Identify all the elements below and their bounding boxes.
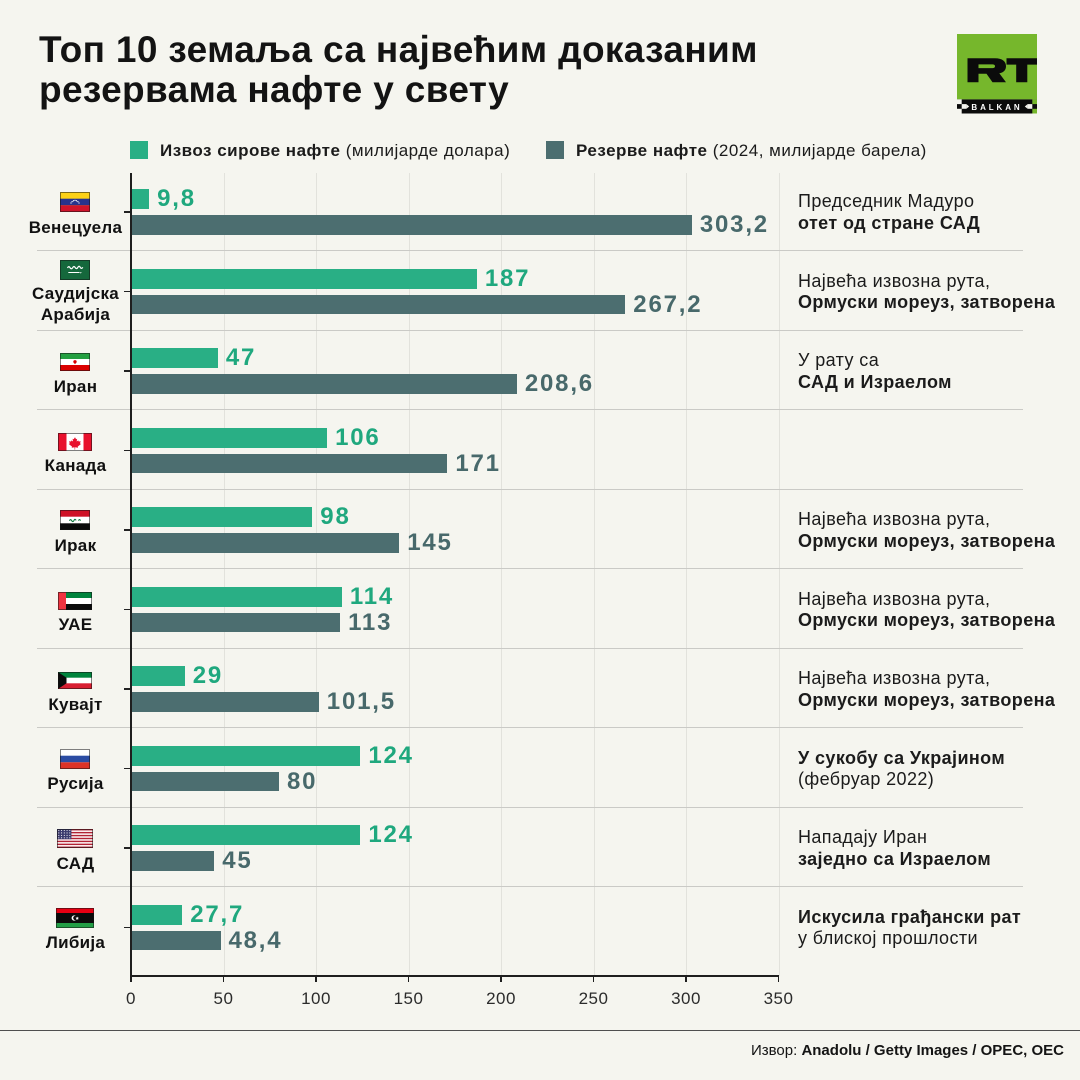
svg-text:BALKAN: BALKAN: [971, 103, 1022, 112]
